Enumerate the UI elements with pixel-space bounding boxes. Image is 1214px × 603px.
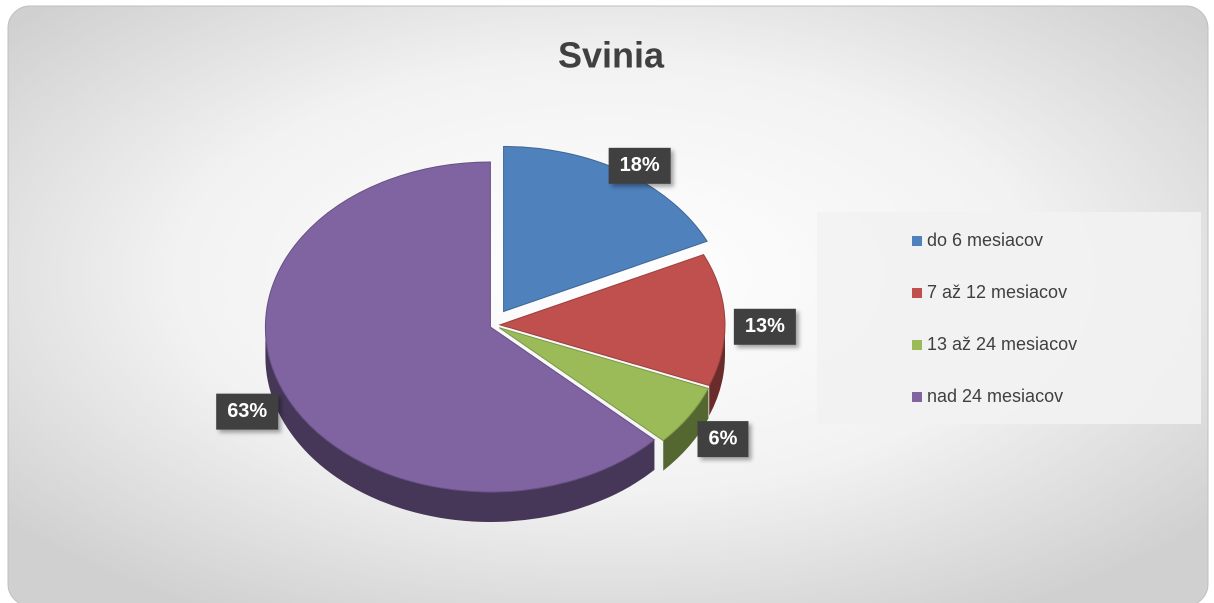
data-label: 18% (620, 154, 660, 176)
data-label-box (733, 308, 796, 345)
legend-box (817, 212, 1201, 424)
pie-slice (498, 253, 726, 387)
data-label-group: 63% (216, 393, 279, 430)
legend-label: nad 24 mesiacov (927, 386, 1063, 406)
data-label-group: 18% (608, 147, 671, 184)
slice-side (663, 388, 709, 471)
data-label: 13% (745, 315, 785, 337)
slice-side (265, 326, 655, 522)
data-label-box (216, 393, 279, 430)
legend-swatch (912, 340, 922, 350)
pie-slice (264, 161, 656, 493)
data-label-box (697, 421, 749, 458)
legend-swatch (912, 288, 922, 298)
legend-swatch (912, 392, 922, 402)
legend-label: 7 až 12 mesiacov (927, 282, 1067, 302)
data-label-group: 13% (733, 308, 796, 345)
data-label: 63% (227, 400, 267, 422)
data-label-group: 6% (697, 421, 749, 458)
data-label-box (608, 147, 671, 184)
legend-swatch (912, 236, 922, 246)
chart-title: Svinia (558, 35, 665, 76)
legend-label: do 6 mesiacov (927, 230, 1043, 250)
data-label: 6% (709, 427, 738, 449)
legend-label: 13 až 24 mesiacov (927, 334, 1077, 354)
pie-slice (498, 327, 710, 442)
slice-side (709, 324, 725, 416)
